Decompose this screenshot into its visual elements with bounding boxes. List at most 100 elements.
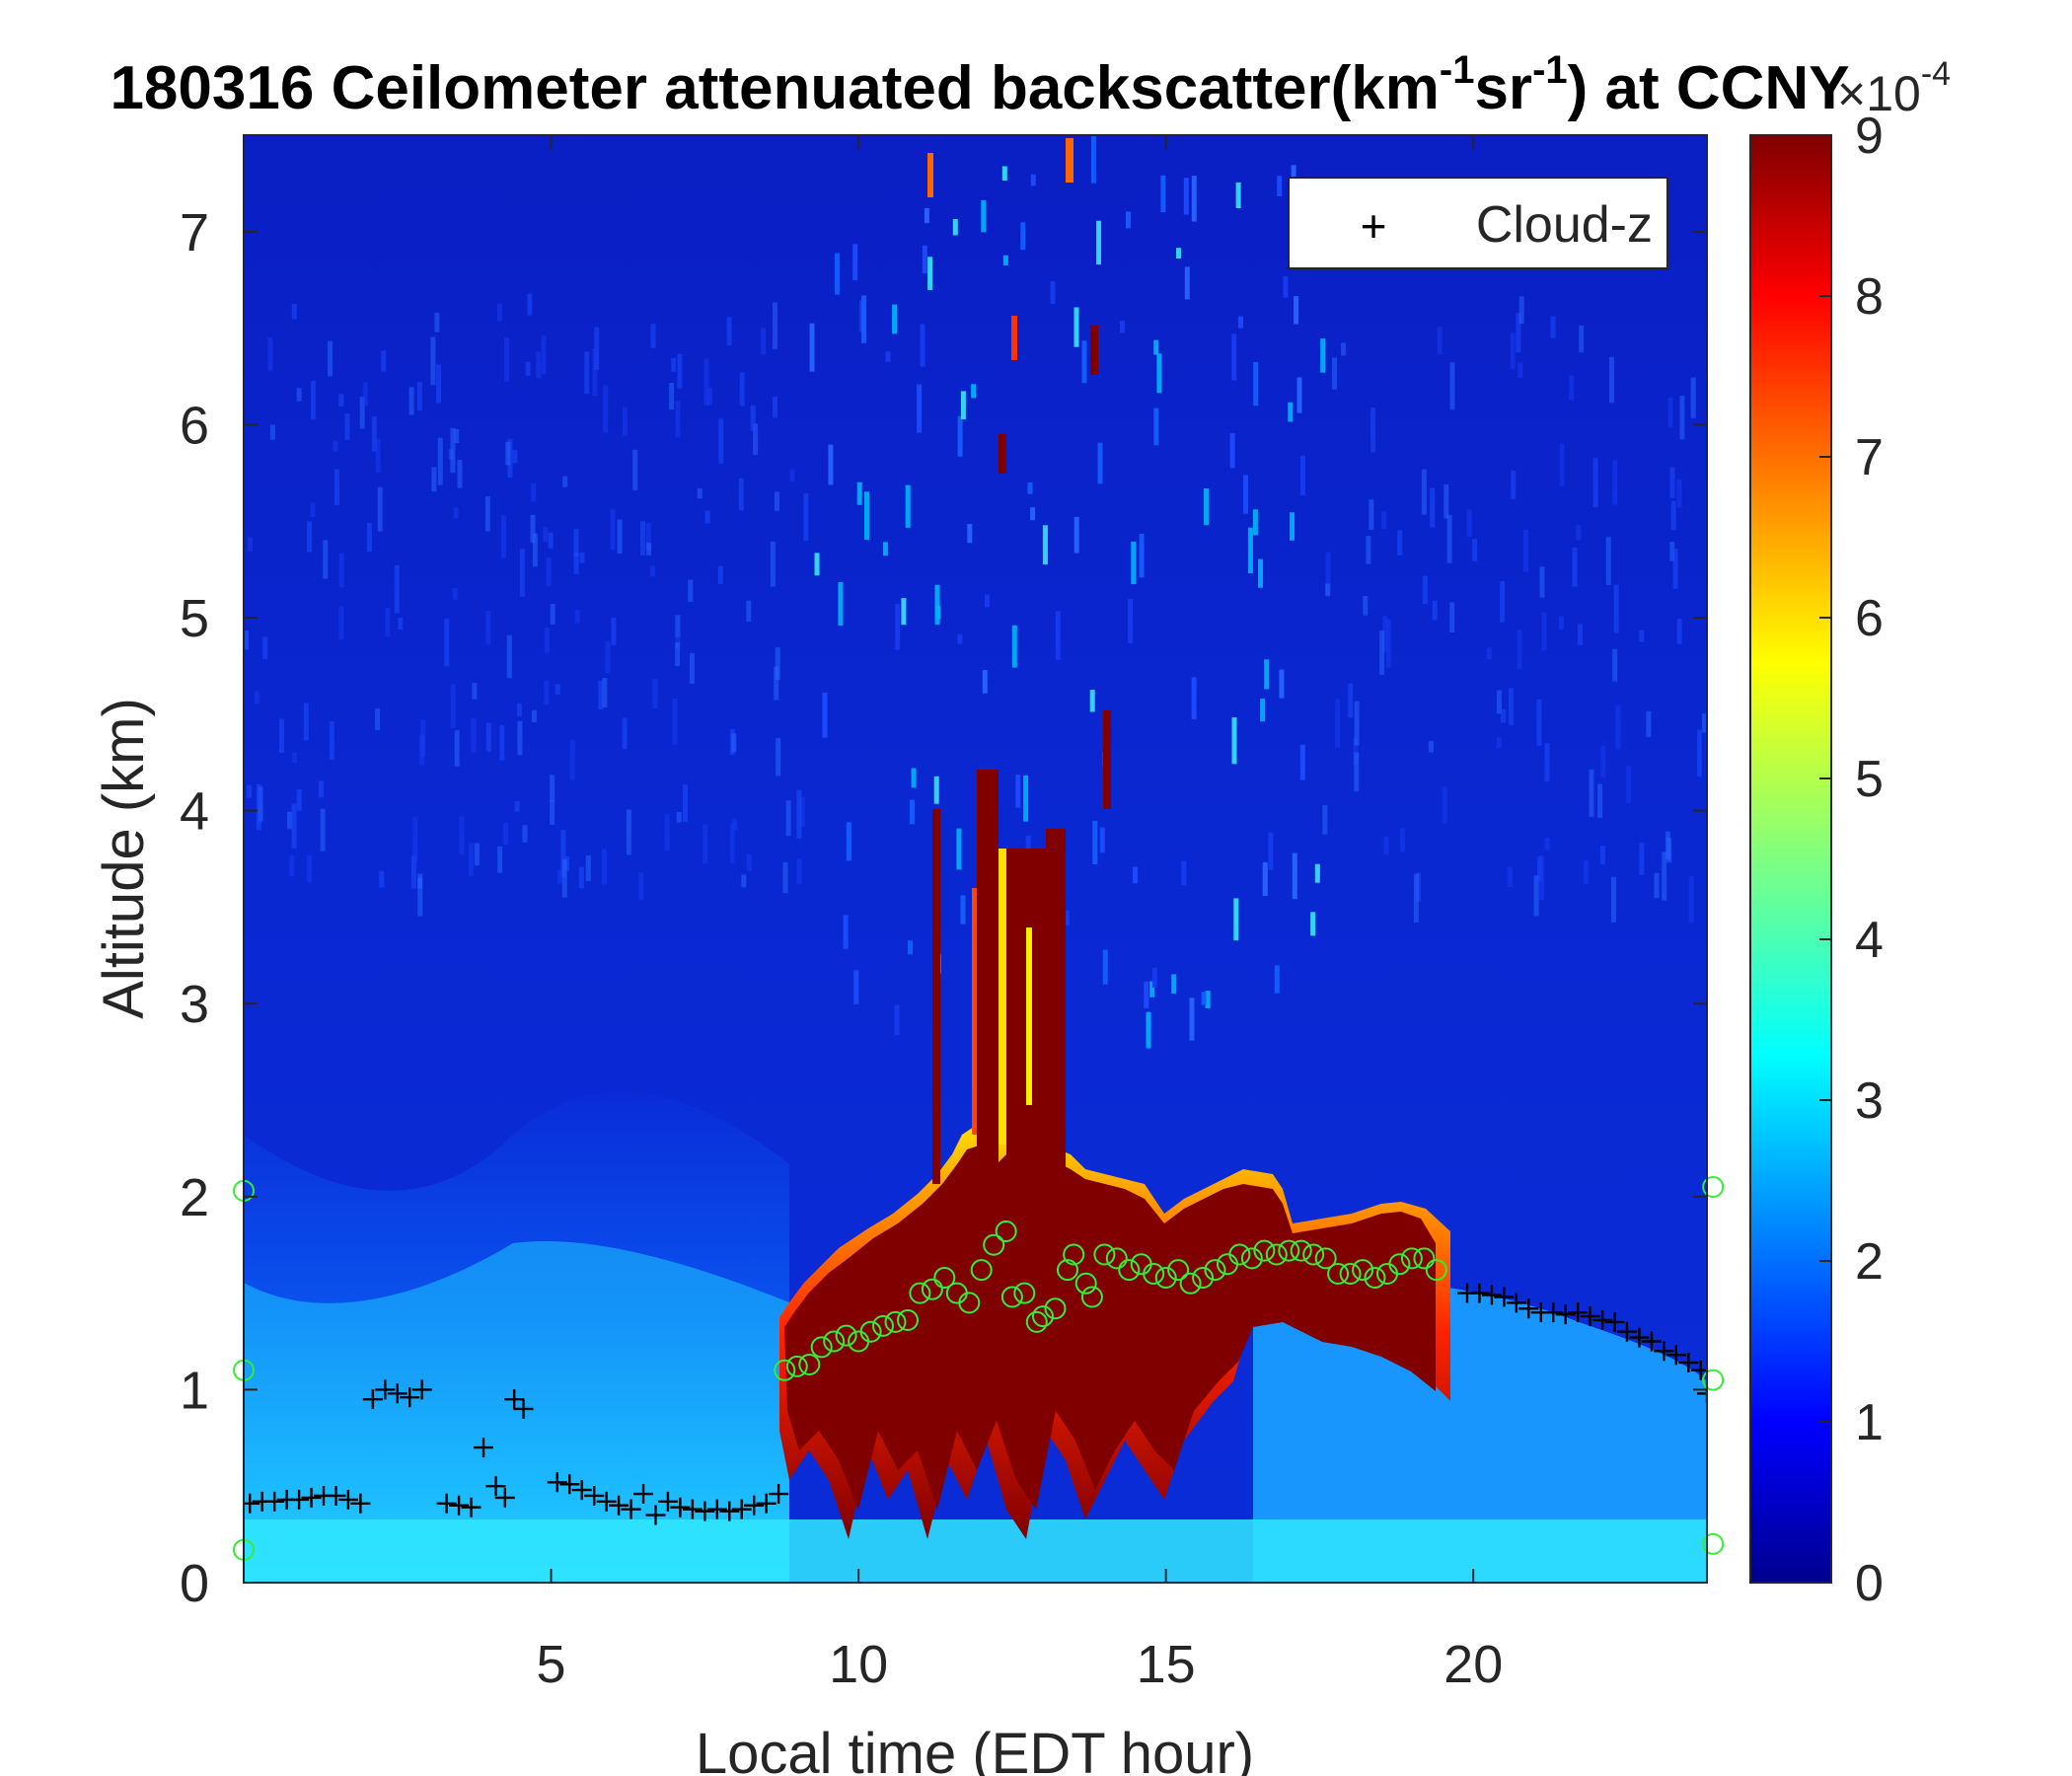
backscatter-speckle [622,407,628,436]
backscatter-speckle [584,351,590,395]
backscatter-speckle [856,481,862,505]
backscatter-speckle [922,245,927,274]
backscatter-speckle [503,822,508,846]
backscatter-speckle [1332,357,1337,390]
backscatter-speckle [1277,176,1283,196]
backscatter-speckle [296,388,302,402]
backscatter-speckle [1233,898,1239,941]
backscatter-speckle [1369,499,1374,531]
backscatter-speckle [573,553,579,574]
backscatter-speckle [776,738,781,777]
backscatter-speckle [289,855,295,876]
backscatter-speckle [1283,275,1289,298]
backscatter-speckle [1550,316,1556,338]
backscatter-speckle [688,579,694,602]
y-tick-label: 4 [180,782,209,842]
backscatter-speckle [247,537,253,552]
colorbar-tick-label: 5 [1855,751,1884,808]
backscatter-speckle [1341,342,1347,356]
backscatter-speckle [267,337,273,371]
backscatter-speckle [557,869,563,884]
backscatter-speckle [746,854,752,871]
backscatter-speckle [1612,648,1618,682]
backscatter-speckle [1363,595,1369,616]
backscatter-speckle [775,491,779,511]
backscatter-speckle [911,768,917,788]
backscatter-speckle [894,1004,900,1036]
backscatter-speckle [1688,876,1694,924]
y-tick-label: 1 [180,1361,209,1420]
cloud-column [932,809,940,1184]
backscatter-speckle [982,670,988,694]
backscatter-speckle [602,849,607,885]
cloud-z-marker [1518,1298,1539,1319]
cloud-z-marker [645,1505,666,1525]
boundary-layer-marker [1063,1243,1085,1266]
backscatter-speckle [417,873,423,917]
backscatter-speckle [517,720,523,756]
boundary-layer-marker [1167,1259,1190,1282]
colorbar-tick-label: 1 [1855,1394,1884,1451]
boundary-layer-marker [909,1282,931,1304]
backscatter-speckle [430,336,436,386]
backscatter-speckle [1421,469,1427,515]
backscatter-speckle [592,347,598,397]
backscatter-speckle [761,328,767,355]
cloud-z-marker [756,1493,777,1514]
x-axis: 5 10 15 20 [537,135,1503,1694]
backscatter-speckle [1030,174,1036,186]
backscatter-speckle [1120,321,1125,333]
boundary-layer-marker [1265,1243,1288,1266]
boundary-layer-marker [1400,1247,1423,1270]
backscatter-speckle [650,324,656,348]
cloud-z-marker [695,1501,715,1521]
backscatter-speckle [1229,433,1235,469]
backscatter-speckle [1322,804,1328,835]
backscatter-speckle [1690,377,1696,418]
backscatter-speckle [1511,471,1517,499]
backscatter-speckle [1676,479,1682,508]
backscatter-speckle [1486,647,1492,659]
backscatter-speckle [291,803,297,850]
backscatter-speckle [782,861,788,894]
backscatter-speckle [1679,395,1685,440]
colorbar-tick-label: 4 [1855,912,1884,969]
backscatter-speckle [516,703,522,717]
backscatter-speckle [718,418,724,464]
backscatter-speckle [1613,584,1619,633]
backscatter-speckle [717,565,723,585]
backscatter-speckle [555,684,560,695]
backscatter-speckle [1579,325,1585,353]
cloud-z-marker [350,1493,371,1514]
backscatter-speckle [530,514,536,543]
backscatter-speckle [1430,487,1436,528]
boundary-layer-marker [810,1336,833,1359]
backscatter-speckle [1544,837,1550,851]
backscatter-speckle [310,381,316,420]
boundary-layer-marker [1204,1259,1226,1282]
backscatter-speckle [1639,843,1645,875]
backscatter-speckle [775,647,780,681]
boundary-layer-marker [1290,1239,1312,1262]
backscatter-speckle [1205,991,1211,1008]
backscatter-speckle [472,683,478,700]
backscatter-speckle [1523,529,1528,572]
colorbar-tick-label: 6 [1855,590,1884,647]
backscatter-speckle [1153,407,1159,446]
backscatter-speckle [1600,745,1606,778]
backscatter-speckle [1508,688,1514,726]
backscatter-speckle [1422,575,1428,605]
backscatter-speckle [1507,866,1513,887]
backscatter-speckle [1011,625,1017,668]
backscatter-speckle [1149,981,1155,998]
backscatter-speckle [1089,690,1095,712]
backscatter-speckle [1204,488,1209,526]
backscatter-speckle [450,684,456,729]
cloud-z-marker [744,1495,765,1516]
plot-frame [243,134,1708,1584]
backscatter-speckle [532,533,538,567]
backscatter-speckle [499,725,505,761]
backscatter-speckle [562,476,568,487]
backscatter-speckle [560,829,566,878]
backscatter-speckle [333,441,338,452]
